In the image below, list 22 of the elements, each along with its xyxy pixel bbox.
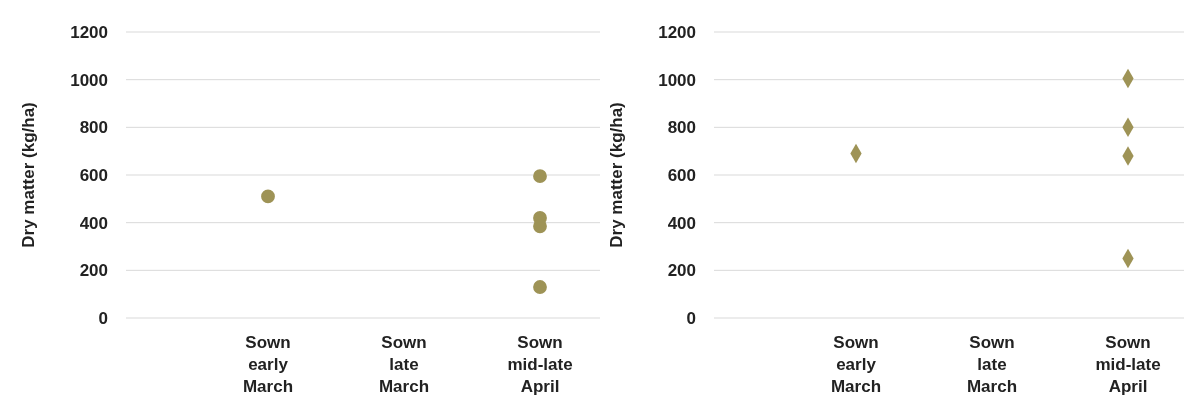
y-tick-label: 400 [79, 213, 108, 233]
x-tick-label: Sown mid-late April [1095, 333, 1161, 396]
y-tick-label: 0 [686, 308, 696, 328]
x-tick-label: Sown early March [830, 333, 882, 396]
y-tick-label: 800 [79, 118, 108, 138]
y-tick-label: 200 [79, 261, 108, 281]
y-axis-title: Dry matter (kg/ha) [19, 102, 38, 248]
y-tick-label: 1000 [70, 70, 108, 90]
y-tick-label: 400 [667, 213, 696, 233]
y-tick-label: 0 [98, 308, 108, 328]
x-tick-label: Sown mid-late April [507, 333, 573, 396]
y-tick-label: 200 [667, 261, 696, 281]
y-tick-label: 600 [667, 165, 696, 185]
x-tick-label: Sown late March [378, 333, 430, 396]
y-tick-label: 1200 [70, 22, 108, 42]
y-tick-label: 600 [79, 165, 108, 185]
y-axis-title: Dry matter (kg/ha) [607, 102, 626, 248]
x-tick-label: Sown early March [242, 333, 294, 396]
y-tick-label: 1200 [658, 22, 696, 42]
y-tick-label: 800 [667, 118, 696, 138]
y-tick-label: 1000 [658, 70, 696, 90]
x-tick-label: Sown late March [966, 333, 1018, 396]
